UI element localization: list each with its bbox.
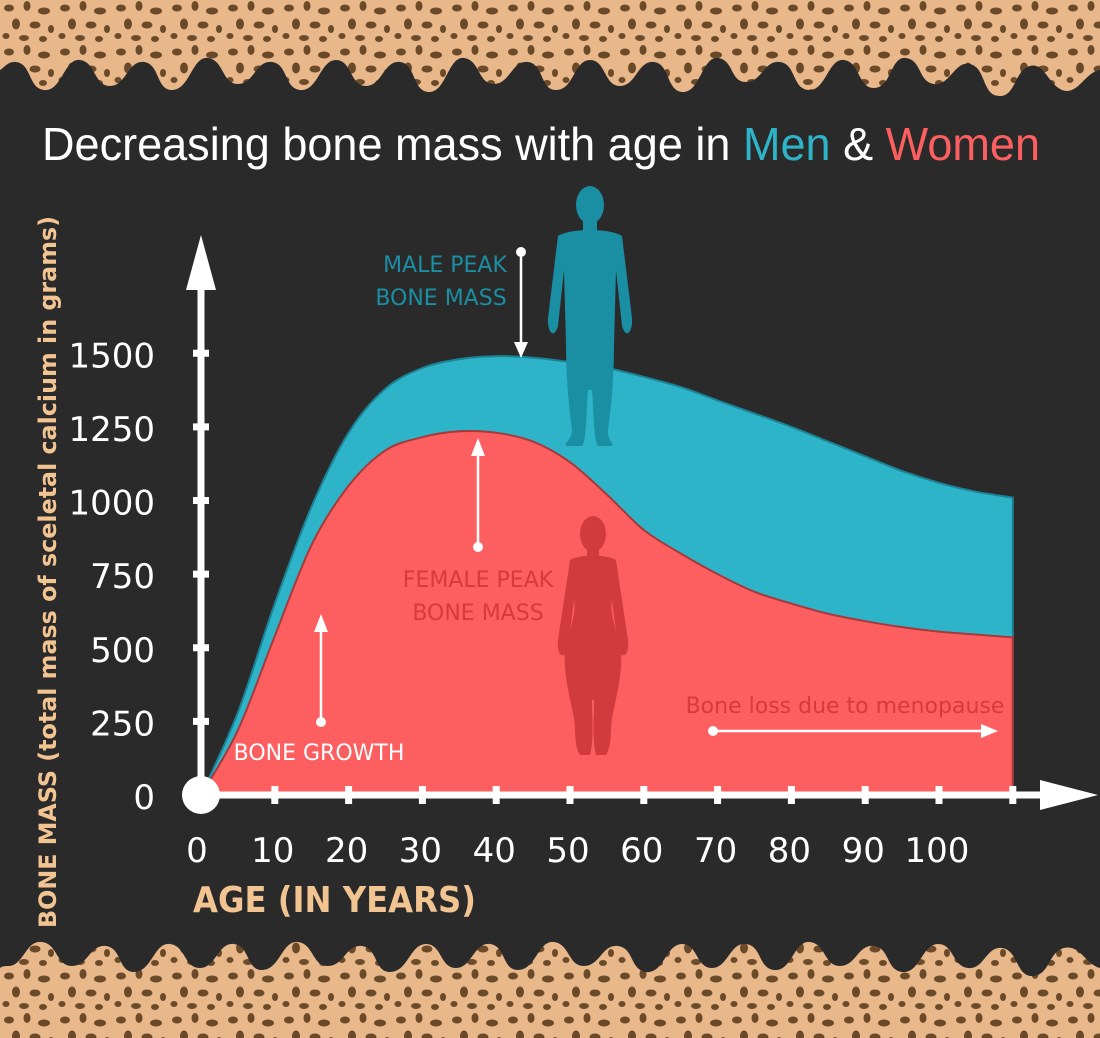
- male-peak-annotation: MALE PEAK BONE MASS: [375, 247, 528, 358]
- y-tick-mark: [193, 570, 209, 578]
- x-tick-mark: [566, 786, 574, 804]
- male-silhouette: [547, 186, 633, 446]
- x-tick-label: 40: [473, 831, 516, 871]
- x-tick-mark: [640, 786, 648, 804]
- female-peak-annotation: FEMALE PEAK BONE MASS: [403, 438, 554, 626]
- bone-growth-annotation: BONE GROWTH: [234, 614, 405, 766]
- axes: 0 250 500 750 1000 1250 1500 0 10 20 30 40 50 60 70 80 9…: [68, 235, 1098, 871]
- title-women: Women: [886, 118, 1040, 170]
- origin-dot: [182, 776, 220, 814]
- x-tick-label: 20: [325, 831, 368, 871]
- x-axis-arrow: [1040, 780, 1098, 810]
- female-peak-arrow-head: [471, 438, 485, 456]
- x-axis-label: AGE (IN YEARS): [193, 880, 476, 921]
- title-men: Men: [743, 118, 831, 170]
- y-tick-label: 0: [133, 778, 155, 818]
- male-peak-line2: BONE MASS: [375, 286, 506, 311]
- bone-growth-arrow-head: [314, 614, 328, 632]
- x-tick-label: 10: [251, 831, 294, 871]
- x-tick-label: 50: [546, 831, 589, 871]
- x-tick-mark: [1009, 786, 1017, 804]
- x-tick-label: 30: [399, 831, 442, 871]
- bone-texture-bottom: [0, 941, 1100, 1038]
- x-tick-label: 100: [905, 831, 970, 871]
- female-silhouette: [557, 516, 629, 755]
- x-tick-label: 60: [620, 831, 663, 871]
- y-tick-mark: [193, 497, 209, 504]
- title-prefix: Decreasing bone mass with age in: [42, 118, 743, 170]
- y-tick-label: 1500: [68, 336, 155, 376]
- bone-texture-top: [0, 0, 1100, 97]
- x-tick-mark: [787, 786, 795, 804]
- x-tick-mark: [271, 786, 279, 804]
- y-tick-label: 250: [90, 704, 155, 744]
- x-tick-label: 70: [694, 831, 737, 871]
- x-tick-label: 90: [842, 831, 885, 871]
- x-tick-mark: [492, 786, 500, 804]
- y-axis-label: BONE MASS (total mass of sceletal calciu…: [34, 216, 62, 928]
- x-tick-label: 80: [768, 831, 811, 871]
- y-tick-mark: [193, 349, 209, 357]
- y-axis-arrow: [186, 235, 216, 290]
- y-tick-mark: [193, 717, 209, 725]
- title-amp: &: [831, 118, 886, 170]
- female-peak-line1: FEMALE PEAK: [403, 568, 554, 593]
- x-tick-mark: [418, 786, 426, 804]
- female-peak-line2: BONE MASS: [412, 601, 543, 626]
- chart-title: Decreasing bone mass with age in Men & W…: [42, 118, 1040, 170]
- menopause-arrow-head: [981, 724, 998, 738]
- x-tick-label: 0: [186, 831, 208, 871]
- y-tick-label: 1000: [68, 484, 155, 524]
- y-tick-label: 1250: [68, 410, 155, 450]
- y-tick-label: 750: [90, 557, 155, 597]
- y-tick-mark: [193, 644, 209, 652]
- menopause-label: Bone loss due to menopause: [686, 694, 1005, 719]
- y-tick-label: 500: [90, 631, 155, 671]
- bone-growth-label: BONE GROWTH: [234, 741, 405, 766]
- x-tick-mark: [861, 786, 869, 804]
- menopause-annotation: Bone loss due to menopause: [686, 694, 1005, 738]
- male-peak-line1: MALE PEAK: [383, 253, 507, 278]
- y-tick-mark: [193, 423, 209, 431]
- male-peak-arrow-head: [514, 342, 528, 358]
- x-tick-mark: [345, 786, 353, 804]
- x-tick-mark: [935, 786, 943, 804]
- x-tick-mark: [714, 786, 722, 804]
